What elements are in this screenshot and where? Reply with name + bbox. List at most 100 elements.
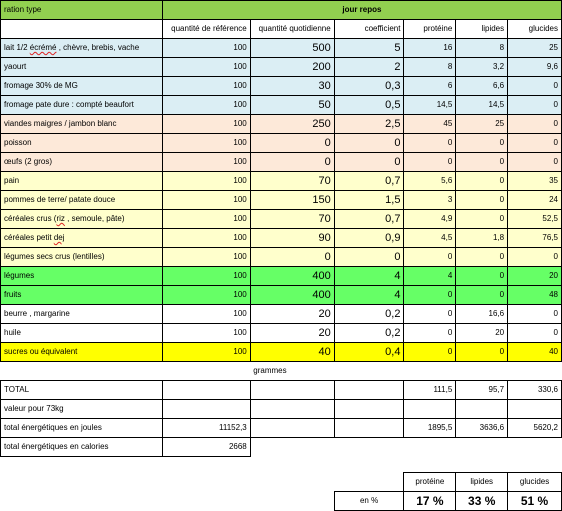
glucid-value[interactable]: 0 [507, 76, 562, 96]
glucid-value[interactable]: 0 [507, 114, 562, 134]
empty-cell[interactable] [1, 362, 163, 381]
ref-qty[interactable]: 100 [161, 247, 251, 267]
glucid-value[interactable]: 20 [507, 266, 562, 286]
protein-value[interactable]: 0 [403, 152, 457, 172]
empty-cell[interactable] [456, 362, 508, 381]
lipid-value[interactable]: 25 [455, 114, 509, 134]
glucid-value[interactable]: 25 [507, 38, 562, 58]
percent-header-glu[interactable]: glucides [507, 472, 562, 492]
coefficient[interactable]: 0 [333, 133, 405, 153]
coefficient[interactable]: 0,3 [333, 76, 405, 96]
empty-cell[interactable] [162, 362, 250, 381]
total-prot[interactable]: 111,5 [403, 380, 457, 400]
daily-qty[interactable]: 70 [249, 171, 335, 191]
col-header-coef[interactable]: coefficient [333, 19, 405, 39]
protein-value[interactable]: 0 [403, 342, 457, 362]
daily-qty[interactable]: 200 [249, 57, 335, 77]
coefficient[interactable]: 0 [333, 247, 405, 267]
lipid-value[interactable]: 0 [455, 133, 509, 153]
empty-cell[interactable] [508, 362, 562, 381]
protein-value[interactable]: 0 [403, 304, 457, 324]
empty-cell[interactable] [455, 399, 509, 419]
ref-qty[interactable]: 100 [161, 114, 251, 134]
ref-qty[interactable]: 100 [161, 95, 251, 115]
coefficient[interactable]: 0 [333, 152, 405, 172]
ref-qty[interactable]: 100 [161, 342, 251, 362]
ref-qty[interactable]: 100 [161, 228, 251, 248]
daily-qty[interactable]: 500 [249, 38, 335, 58]
protein-value[interactable]: 4 [403, 266, 457, 286]
joules-lip[interactable]: 3636,6 [455, 418, 509, 438]
empty-cell[interactable] [249, 418, 335, 438]
food-name[interactable]: lait 1/2 écrémé , chèvre, brebis, vache [0, 38, 163, 58]
ref-qty[interactable]: 100 [161, 171, 251, 191]
food-name[interactable]: œufs (2 gros) [0, 152, 163, 172]
glucid-value[interactable]: 40 [507, 342, 562, 362]
empty-cell[interactable] [250, 473, 334, 492]
daily-qty[interactable]: 90 [249, 228, 335, 248]
daily-qty[interactable]: 250 [249, 114, 335, 134]
empty-cell[interactable] [250, 492, 334, 511]
empty-cell[interactable] [162, 492, 250, 511]
glucid-value[interactable]: 76,5 [507, 228, 562, 248]
lipid-value[interactable]: 6,6 [455, 76, 509, 96]
valeur-label[interactable]: valeur pour 73kg [0, 399, 163, 419]
daily-qty[interactable]: 0 [249, 152, 335, 172]
percent-glu[interactable]: 51 % [507, 491, 562, 511]
joules-label[interactable]: total énergétiques en joules [0, 418, 163, 438]
calories-label[interactable]: total énergétiques en calories [0, 437, 163, 457]
calories-value[interactable]: 2668 [161, 437, 251, 457]
protein-value[interactable]: 0 [403, 323, 457, 343]
coefficient[interactable]: 0,4 [333, 342, 405, 362]
food-name[interactable]: beurre , margarine [0, 304, 163, 324]
food-name[interactable]: légumes secs crus (lentilles) [0, 247, 163, 267]
empty-cell[interactable] [404, 438, 456, 457]
empty-cell[interactable] [333, 380, 405, 400]
coefficient[interactable]: 1,5 [333, 190, 405, 210]
day-title[interactable]: jour repos [161, 0, 562, 20]
empty-cell[interactable] [1, 473, 163, 492]
ref-qty[interactable]: 100 [161, 323, 251, 343]
food-name[interactable]: huile [0, 323, 163, 343]
protein-value[interactable]: 8 [403, 57, 457, 77]
empty-cell[interactable] [249, 399, 335, 419]
daily-qty[interactable]: 400 [249, 285, 335, 305]
protein-value[interactable]: 3 [403, 190, 457, 210]
daily-qty[interactable]: 30 [249, 76, 335, 96]
glucid-value[interactable]: 24 [507, 190, 562, 210]
food-name[interactable]: céréales crus (riz , semoule, pâte) [0, 209, 163, 229]
lipid-value[interactable]: 14,5 [455, 95, 509, 115]
food-name[interactable]: fromage 30% de MG [0, 76, 163, 96]
food-name[interactable]: yaourt [0, 57, 163, 77]
lipid-value[interactable]: 1,8 [455, 228, 509, 248]
glucid-value[interactable]: 0 [507, 304, 562, 324]
daily-qty[interactable]: 20 [249, 304, 335, 324]
empty-cell[interactable] [333, 418, 405, 438]
food-name[interactable]: pommes de terre/ patate douce [0, 190, 163, 210]
percent-prot[interactable]: 17 % [403, 491, 457, 511]
ref-qty[interactable]: 100 [161, 133, 251, 153]
col-header-qty[interactable]: quantité quotidienne [249, 19, 335, 39]
ref-qty[interactable]: 100 [161, 266, 251, 286]
empty-cell[interactable] [161, 399, 251, 419]
lipid-value[interactable]: 16,6 [455, 304, 509, 324]
protein-value[interactable]: 6 [403, 76, 457, 96]
empty-cell[interactable] [334, 362, 404, 381]
daily-qty[interactable]: 50 [249, 95, 335, 115]
protein-value[interactable]: 14,5 [403, 95, 457, 115]
col-header-ref[interactable]: quantité de référence [161, 19, 251, 39]
food-name[interactable]: fromage pate dure : compté beaufort [0, 95, 163, 115]
percent-label[interactable]: en % [333, 491, 405, 511]
total-glu[interactable]: 330,6 [507, 380, 562, 400]
ref-qty[interactable]: 100 [161, 76, 251, 96]
daily-qty[interactable]: 0 [249, 133, 335, 153]
daily-qty[interactable]: 150 [249, 190, 335, 210]
daily-qty[interactable]: 20 [249, 323, 335, 343]
joules-prot[interactable]: 1895,5 [403, 418, 457, 438]
glucid-value[interactable]: 35 [507, 171, 562, 191]
glucid-value[interactable]: 52,5 [507, 209, 562, 229]
lipid-value[interactable]: 3,2 [455, 57, 509, 77]
glucid-value[interactable]: 9,6 [507, 57, 562, 77]
ref-qty[interactable]: 100 [161, 152, 251, 172]
food-name[interactable]: sucres ou équivalent [0, 342, 163, 362]
